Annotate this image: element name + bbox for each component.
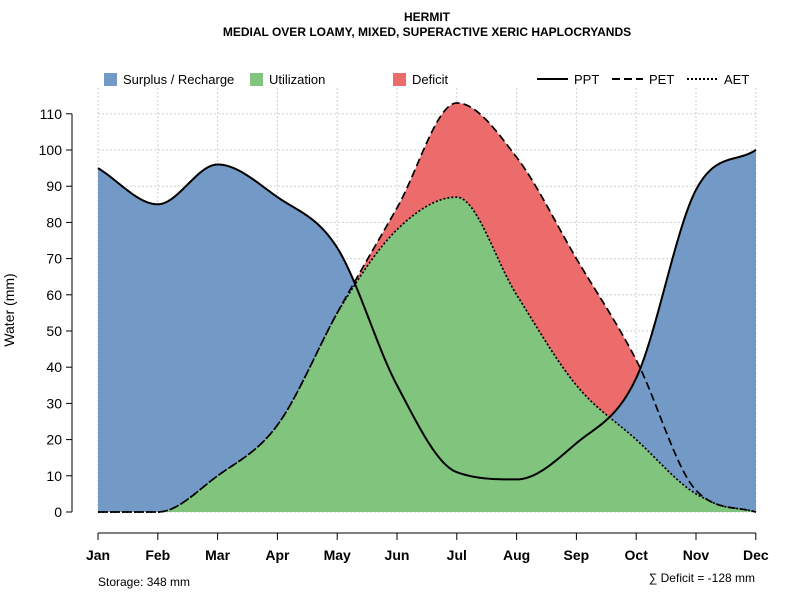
chart-title: HERMIT (404, 10, 451, 24)
x-tick-label: Nov (683, 547, 710, 563)
area-layer (98, 102, 756, 512)
x-tick-label: Sep (564, 547, 590, 563)
legend-label: Surplus / Recharge (123, 72, 234, 87)
legend-label: PET (649, 72, 674, 87)
area-surplus-recharge (98, 149, 756, 512)
x-tick-label: Feb (145, 547, 170, 563)
y-tick-label: 110 (40, 106, 63, 122)
y-tick-label: 20 (46, 432, 62, 448)
x-tick-label: Jul (447, 547, 467, 563)
area-utilization (98, 197, 756, 512)
line-aet (98, 196, 757, 513)
y-axis-label: Water (mm) (1, 273, 17, 346)
legend-label: Deficit (412, 72, 449, 87)
legend-label: PPT (574, 72, 599, 87)
x-tick-label: Dec (743, 547, 769, 563)
line-ppt (97, 149, 757, 481)
y-tick-label: 90 (46, 178, 62, 194)
y-tick-label: 100 (39, 142, 63, 158)
y-tick-label: 0 (54, 504, 62, 520)
y-tick-label: 10 (46, 468, 62, 484)
axes: 0 10 20 30 40 50 60 70 80 90 100 110 Jan Feb Mar Apr May… (39, 106, 769, 563)
legend-label: Utilization (269, 72, 325, 87)
y-tick-label: 40 (46, 359, 62, 375)
y-tick-label: 60 (46, 287, 62, 303)
legend-swatch (250, 73, 263, 86)
y-tick-label: 50 (46, 323, 62, 339)
legend-label: AET (724, 72, 749, 87)
deficit-label: ∑ Deficit = -128 mm (649, 571, 755, 585)
x-tick-label: May (324, 547, 351, 563)
y-tick-label: 70 (46, 251, 62, 267)
x-tick-label: Oct (625, 547, 649, 563)
x-tick-label: Jun (385, 547, 410, 563)
y-tick-label: 80 (46, 214, 62, 230)
chart-subtitle: MEDIAL OVER LOAMY, MIXED, SUPERACTIVE XE… (223, 25, 631, 39)
legend-swatch (393, 73, 406, 86)
legend: Surplus / Recharge Utilization Deficit PPT P… (104, 72, 749, 87)
y-tick-label: 30 (46, 395, 62, 411)
x-tick-label: Apr (265, 547, 290, 563)
storage-label: Storage: 348 mm (98, 575, 190, 589)
x-tick-label: Aug (503, 547, 530, 563)
x-tick-label: Mar (205, 547, 230, 563)
x-tick-label: Jan (86, 547, 110, 563)
line-pet (98, 102, 757, 513)
line-layer (97, 102, 757, 513)
legend-swatch (104, 73, 117, 86)
